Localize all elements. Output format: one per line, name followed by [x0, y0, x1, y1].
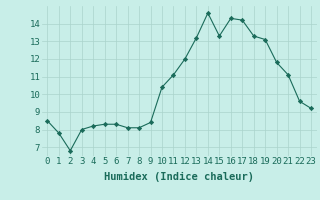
X-axis label: Humidex (Indice chaleur): Humidex (Indice chaleur)	[104, 172, 254, 182]
